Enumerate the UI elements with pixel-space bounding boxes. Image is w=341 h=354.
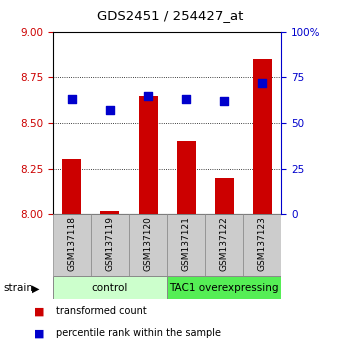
Text: GSM137122: GSM137122: [220, 216, 229, 271]
Bar: [101, 211, 119, 214]
Point: [107, 107, 113, 113]
Text: strain: strain: [3, 282, 33, 293]
Text: GSM137121: GSM137121: [182, 216, 191, 271]
Bar: [243, 214, 281, 276]
Text: GSM137120: GSM137120: [144, 216, 152, 271]
Text: GSM137119: GSM137119: [105, 216, 115, 271]
Bar: [215, 178, 234, 214]
Point: [69, 97, 75, 102]
Text: TAC1 overexpressing: TAC1 overexpressing: [169, 282, 279, 293]
Bar: [91, 214, 129, 276]
Text: GSM137118: GSM137118: [68, 216, 76, 271]
Point: [260, 80, 265, 86]
Text: transformed count: transformed count: [56, 306, 147, 316]
Bar: [53, 276, 167, 299]
Bar: [138, 96, 158, 214]
Text: ■: ■: [34, 328, 45, 338]
Bar: [129, 214, 167, 276]
Point: [145, 93, 151, 98]
Bar: [167, 276, 281, 299]
Text: ▶: ▶: [32, 284, 40, 294]
Text: GDS2451 / 254427_at: GDS2451 / 254427_at: [97, 9, 244, 22]
Text: ■: ■: [34, 306, 45, 316]
Text: percentile rank within the sample: percentile rank within the sample: [56, 328, 221, 338]
Point: [222, 98, 227, 104]
Bar: [177, 141, 196, 214]
Bar: [62, 159, 81, 214]
Bar: [167, 214, 205, 276]
Bar: [53, 214, 91, 276]
Text: control: control: [92, 282, 128, 293]
Point: [183, 97, 189, 102]
Bar: [253, 59, 272, 214]
Bar: [205, 214, 243, 276]
Text: GSM137123: GSM137123: [258, 216, 267, 271]
